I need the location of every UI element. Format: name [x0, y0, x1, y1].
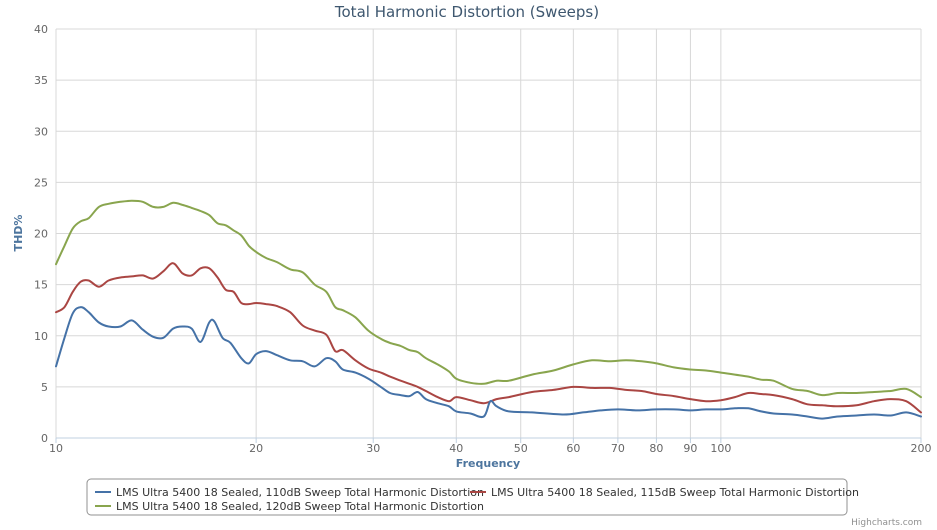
legend: LMS Ultra 5400 18 Sealed, 110dB Sweep To… — [86, 478, 859, 516]
y-tick-label: 0 — [41, 432, 48, 445]
y-tick-label: 35 — [34, 74, 48, 87]
y-tick-label: 15 — [34, 279, 48, 292]
x-tick-label: 50 — [514, 442, 528, 455]
x-tick-label: 60 — [566, 442, 580, 455]
legend-item-115db[interactable]: LMS Ultra 5400 18 Sealed, 115dB Sweep To… — [470, 486, 859, 499]
legend-label: LMS Ultra 5400 18 Sealed, 115dB Sweep To… — [491, 486, 859, 499]
credits-link[interactable]: Highcharts.com — [851, 518, 922, 528]
legend-box — [86, 478, 848, 516]
x-tick-label: 40 — [449, 442, 463, 455]
tick-labels: 0 5 10 15 20 25 30 35 40 10 20 30 40 50 60 70 80 90 100 200 — [34, 23, 932, 455]
x-tick-label: 80 — [649, 442, 663, 455]
chart-title: Total Harmonic Distortion (Sweeps) — [334, 3, 599, 21]
y-axis-title: THD% — [12, 215, 25, 252]
y-tick-label: 25 — [34, 176, 48, 189]
x-tick-label: 10 — [49, 442, 63, 455]
series-120db-line[interactable] — [55, 199, 922, 399]
series-110db-line[interactable] — [55, 306, 922, 420]
y-tick-label: 30 — [34, 125, 48, 138]
y-tick-label: 5 — [41, 381, 48, 394]
legend-item-110db[interactable]: LMS Ultra 5400 18 Sealed, 110dB Sweep To… — [95, 486, 484, 499]
x-tick-label: 200 — [911, 442, 932, 455]
x-tick-label: 70 — [611, 442, 625, 455]
x-axis-title: Frequency — [456, 457, 520, 470]
series-115db-line[interactable] — [55, 262, 922, 414]
series-group — [55, 199, 922, 420]
grid — [55, 28, 922, 438]
y-tick-label: 20 — [34, 228, 48, 241]
legend-item-120db[interactable]: LMS Ultra 5400 18 Sealed, 120dB Sweep To… — [95, 500, 484, 513]
legend-label: LMS Ultra 5400 18 Sealed, 120dB Sweep To… — [116, 500, 484, 513]
x-tick-label: 90 — [683, 442, 697, 455]
y-tick-label: 40 — [34, 23, 48, 36]
y-tick-label: 10 — [34, 330, 48, 343]
x-tick-label: 30 — [366, 442, 380, 455]
legend-label: LMS Ultra 5400 18 Sealed, 110dB Sweep To… — [116, 486, 484, 499]
x-tick-label: 20 — [249, 442, 263, 455]
x-tick-label: 100 — [710, 442, 731, 455]
